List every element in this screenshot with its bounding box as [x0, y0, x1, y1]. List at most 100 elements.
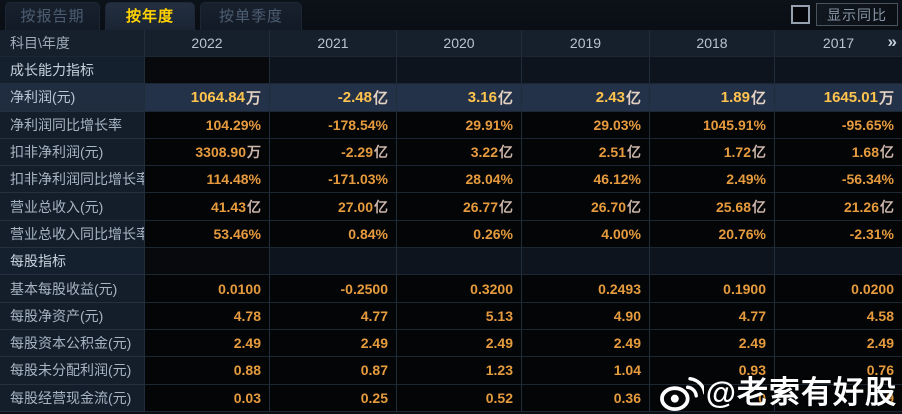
- cell-value: -95.65%: [775, 111, 902, 139]
- cell-value: 0.2493: [522, 275, 650, 303]
- cell-value: 4.58: [775, 302, 902, 330]
- cell-value: [522, 248, 650, 276]
- cell-value: [145, 248, 270, 276]
- row-label: 净利润同比增长率: [0, 111, 145, 139]
- table-row: 每股经营现金流(元) 0.03 0.25 0.52 0.36 0 9: [0, 384, 902, 412]
- cell-value: [775, 57, 902, 85]
- cell-value: 0.84%: [270, 220, 397, 249]
- cell-value: 0.0100: [145, 275, 270, 303]
- cell-value: 0.0200: [775, 275, 902, 303]
- row-label: 成长能力指标: [0, 57, 145, 85]
- show-yoy-button[interactable]: 显示同比: [816, 3, 898, 26]
- show-yoy-checkbox[interactable]: [791, 5, 810, 24]
- period-tabbar: 按报告期 按年度 按单季度 显示同比: [0, 0, 902, 30]
- year-header-2022: 2022: [145, 30, 270, 57]
- cell-value: 21.26 亿: [775, 193, 902, 221]
- cell-value: 1.04: [522, 357, 650, 385]
- cell-value: 1.72 亿: [650, 138, 775, 167]
- cell-value: 0.25: [270, 384, 397, 412]
- cell-value: 2.51 亿: [522, 138, 650, 167]
- next-years-chevron[interactable]: »: [887, 32, 897, 52]
- cell-value: 0.1900: [650, 275, 775, 303]
- cell-value: -2.29 亿: [270, 138, 397, 167]
- section-row: 每股指标: [0, 248, 902, 276]
- cell-value: 1.68 亿: [775, 138, 902, 167]
- row-label: 每股未分配利润(元): [0, 357, 145, 385]
- cell-value: [145, 57, 270, 85]
- tab-by-quarter[interactable]: 按单季度: [200, 2, 302, 30]
- cell-value: 4.78: [145, 302, 270, 330]
- tab-by-year[interactable]: 按年度: [105, 2, 195, 30]
- cell-value: 9: [775, 384, 902, 412]
- cell-value: 2.49: [775, 329, 902, 358]
- table-row: 营业总收入同比增长率 53.46% 0.84% 0.26% 4.00% 20.76% -2.…: [0, 220, 902, 249]
- cell-value: 53.46%: [145, 220, 270, 249]
- table-row: 营业总收入(元) 41.43 亿 27.00 亿 26.77 亿 26.70 亿 25.68 亿 21…: [0, 193, 902, 221]
- cell-value: 26.70 亿: [522, 193, 650, 221]
- cell-value: 4.90: [522, 302, 650, 330]
- yoy-controls: 显示同比: [791, 3, 898, 26]
- table-row: 每股资本公积金(元) 2.49 2.49 2.49 2.49 2.49 2.49: [0, 329, 902, 358]
- table-row: 扣非净利润同比增长率 114.48% -171.03% 28.04% 46.12% 2.4…: [0, 166, 902, 194]
- cell-value: 0.3200: [397, 275, 522, 303]
- cell-value: 27.00 亿: [270, 193, 397, 221]
- cell-value: 1.89 亿: [650, 84, 775, 112]
- year-header-2021: 2021: [270, 30, 397, 57]
- cell-value: 0.52: [397, 384, 522, 412]
- row-label: 净利润(元): [0, 84, 145, 112]
- tab-by-report-period[interactable]: 按报告期: [5, 2, 100, 30]
- cell-value: 2.49: [522, 329, 650, 358]
- corner-header: 科目\年度: [0, 30, 145, 57]
- cell-value: 25.68 亿: [650, 193, 775, 221]
- cell-value: 2.49: [145, 329, 270, 358]
- row-label: 每股净资产(元): [0, 302, 145, 330]
- row-label: 基本每股收益(元): [0, 275, 145, 303]
- cell-value: 114.48%: [145, 166, 270, 194]
- row-label: 营业总收入(元): [0, 193, 145, 221]
- table-row: 每股未分配利润(元) 0.88 0.87 1.23 1.04 0.93 0.76: [0, 357, 902, 385]
- cell-value: [397, 57, 522, 85]
- cell-value: -171.03%: [270, 166, 397, 194]
- row-label: 营业总收入同比增长率: [0, 220, 145, 249]
- cell-value: 104.29%: [145, 111, 270, 139]
- cell-value: -178.54%: [270, 111, 397, 139]
- cell-value: 4.77: [650, 302, 775, 330]
- cell-value: 29.91%: [397, 111, 522, 139]
- cell-value: 4.77: [270, 302, 397, 330]
- row-label: 扣非净利润(元): [0, 138, 145, 167]
- cell-value: 28.04%: [397, 166, 522, 194]
- cell-value: [522, 57, 650, 85]
- table-row: 净利润(元) 1064.84 万 -2.48 亿 3.16 亿 2.43 亿 1.89 亿 1645.…: [0, 84, 902, 112]
- year-header-2018: 2018: [650, 30, 775, 57]
- cell-value: 4.00%: [522, 220, 650, 249]
- table-row: 净利润同比增长率 104.29% -178.54% 29.91% 29.03% 1045.…: [0, 111, 902, 139]
- cell-value: 1.23: [397, 357, 522, 385]
- cell-value: 20.76%: [650, 220, 775, 249]
- row-label: 每股资本公积金(元): [0, 329, 145, 358]
- cell-value: 0.93: [650, 357, 775, 385]
- cell-value: 26.77 亿: [397, 193, 522, 221]
- cell-value: 3.16 亿: [397, 84, 522, 112]
- cell-value: 0.03: [145, 384, 270, 412]
- cell-value: 2.49: [397, 329, 522, 358]
- table-row: 扣非净利润(元) 3308.90 万 -2.29 亿 3.22 亿 2.51 亿 1.72 亿 1.6…: [0, 138, 902, 167]
- row-label: 每股指标: [0, 248, 145, 276]
- year-header-2017: 2017»: [775, 30, 902, 57]
- cell-value: -0.2500: [270, 275, 397, 303]
- cell-value: 3.22 亿: [397, 138, 522, 167]
- cell-value: 0: [650, 384, 775, 412]
- section-row: 成长能力指标: [0, 57, 902, 85]
- cell-value: 0.76: [775, 357, 902, 385]
- cell-value: -2.48 亿: [270, 84, 397, 112]
- cell-value: [397, 248, 522, 276]
- cell-value: 3308.90 万: [145, 138, 270, 167]
- cell-value: 46.12%: [522, 166, 650, 194]
- row-label: 扣非净利润同比增长率: [0, 166, 145, 194]
- cell-value: 5.13: [397, 302, 522, 330]
- cell-value: [270, 248, 397, 276]
- cell-value: 2.43 亿: [522, 84, 650, 112]
- cell-value: [650, 248, 775, 276]
- cell-value: 0.26%: [397, 220, 522, 249]
- cell-value: 1064.84 万: [145, 84, 270, 112]
- cell-value: 0.88: [145, 357, 270, 385]
